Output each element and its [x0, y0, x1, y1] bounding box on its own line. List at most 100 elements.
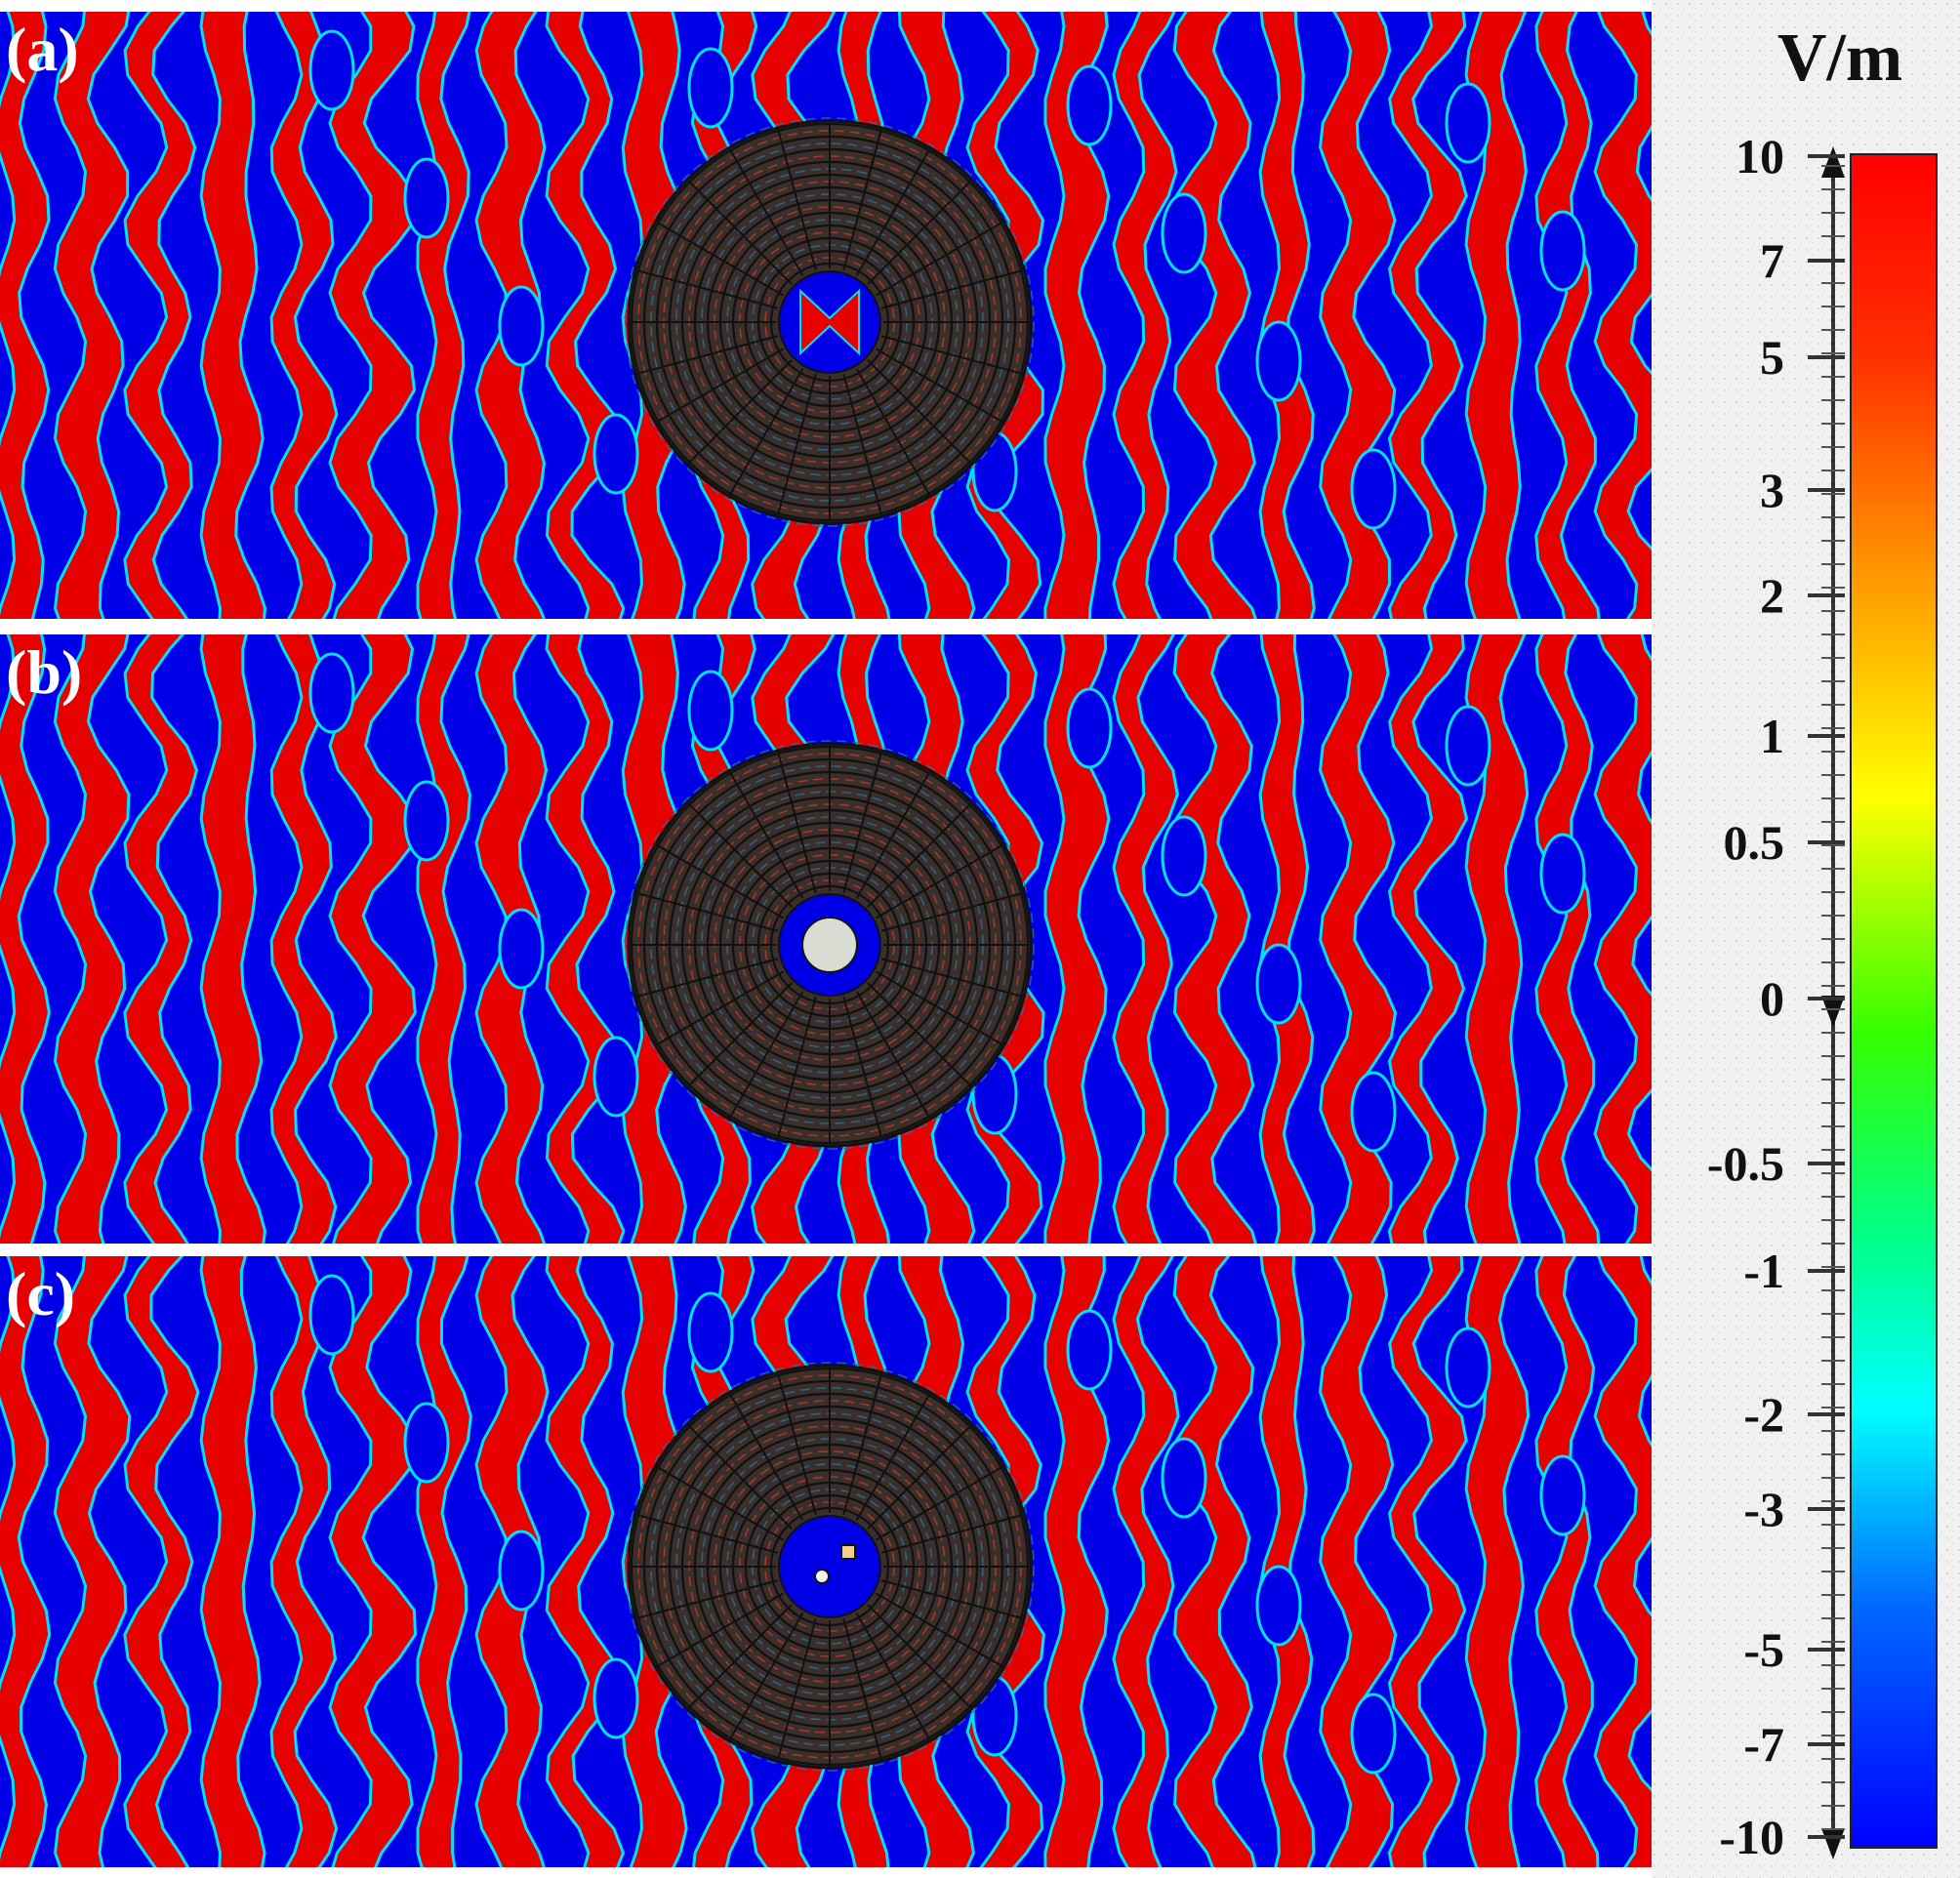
colorbar-tick-label: -7 [1743, 1717, 1784, 1772]
colorbar-tick-label: 2 [1760, 568, 1784, 623]
field-band [1043, 12, 1111, 623]
panel-separator [0, 619, 1652, 627]
field-band [545, 634, 626, 1245]
field-band [1318, 634, 1398, 1245]
field-blob [592, 1036, 639, 1118]
field-band [1387, 1256, 1468, 1867]
colorbar-tick-label: 0.5 [1724, 815, 1785, 870]
field-band [1258, 12, 1316, 623]
field-blob [1066, 687, 1113, 769]
field-band [1534, 1256, 1600, 1867]
center-particle [840, 1544, 856, 1560]
panel-c: (c) [0, 1256, 1652, 1867]
field-panels: (a) (b) (c) [0, 12, 1652, 1867]
colorbar: V/m 10 7 5 3 2 1 0.5 0 -0.5 -1 -2 -3 -5 -7 -10 [1707, 20, 1938, 1864]
field-band [1387, 12, 1468, 623]
field-band [53, 1256, 132, 1867]
colorbar-gradient [1850, 153, 1938, 1849]
field-band [1318, 12, 1397, 623]
colorbar-max-arrow-icon [1821, 146, 1845, 178]
field-band [1593, 12, 1652, 623]
field-blob [1445, 1327, 1491, 1408]
center-field-cross [799, 288, 860, 356]
field-blob [308, 652, 355, 734]
field-band [1112, 1256, 1180, 1867]
panel-b: (b) [0, 634, 1652, 1245]
field-blob [1161, 192, 1207, 274]
field-band [545, 1256, 626, 1867]
field-band [1258, 634, 1316, 1245]
center-particle [814, 1569, 830, 1584]
panel-separator [0, 1244, 1652, 1251]
center-object [801, 917, 858, 973]
field-band [123, 1256, 200, 1867]
field-band [1534, 12, 1602, 623]
field-blob [403, 780, 450, 862]
field-blob [1255, 320, 1302, 402]
field-blob [1539, 833, 1586, 915]
field-band [269, 1256, 339, 1867]
colorbar-tick-label: 0 [1760, 971, 1784, 1026]
field-blob [1066, 64, 1113, 146]
field-blob [403, 1402, 450, 1484]
colorbar-zero-arrow-icon [1821, 996, 1845, 1027]
field-blob [1539, 1454, 1586, 1536]
panel-label: (a) [6, 15, 79, 84]
field-band [199, 634, 267, 1245]
colorbar-tick-label: 5 [1760, 330, 1784, 385]
field-band [53, 634, 131, 1245]
colorbar-tick-label: 7 [1760, 233, 1784, 288]
colorbar-unit: V/m [1777, 20, 1902, 96]
field-blob [308, 1274, 355, 1356]
field-band [0, 12, 51, 623]
field-blob [498, 285, 545, 367]
field-band [1112, 12, 1178, 623]
panel-label: (b) [6, 637, 82, 707]
field-band [1258, 1256, 1316, 1867]
field-band [199, 1256, 266, 1867]
field-band [199, 12, 267, 623]
colorbar-tick-label: 1 [1760, 709, 1784, 763]
field-band [123, 634, 198, 1245]
colorbar-minor-ticks [1821, 165, 1845, 1830]
field-band [1464, 1256, 1531, 1867]
cloak-disk [625, 1362, 1035, 1772]
field-band [53, 12, 131, 623]
field-band [1593, 1256, 1652, 1867]
colorbar-tick-label: -10 [1719, 1810, 1784, 1864]
colorbar-tick-label: -1 [1743, 1244, 1784, 1298]
colorbar-ticks: 10 7 5 3 2 1 0.5 0 -0.5 -1 -2 -3 -5 -7 -10 [1707, 129, 1845, 1864]
colorbar-tick-label: 3 [1760, 463, 1784, 517]
field-band [1464, 634, 1530, 1245]
field-band [123, 12, 197, 623]
colorbar-tick-label: 10 [1735, 129, 1784, 184]
panel-a: (a) [0, 12, 1652, 623]
field-blob [687, 670, 734, 752]
field-blob [1255, 1565, 1302, 1647]
field-band [1464, 12, 1528, 623]
field-blob [498, 908, 545, 990]
field-blob [592, 1657, 639, 1739]
colorbar-tick-label: -2 [1743, 1387, 1784, 1442]
field-band [0, 634, 51, 1245]
field-blob [1350, 1071, 1397, 1153]
field-band [1534, 634, 1601, 1245]
field-blob [1161, 1437, 1207, 1519]
field-band [1043, 634, 1111, 1245]
field-blob [1161, 815, 1207, 897]
field-band [1043, 1256, 1111, 1867]
colorbar-tick-label: -3 [1743, 1482, 1784, 1536]
field-band [0, 1256, 52, 1867]
panel-label: (c) [6, 1259, 75, 1328]
field-blob [687, 47, 734, 129]
field-blob [1350, 1693, 1397, 1775]
field-band [1112, 634, 1179, 1245]
field-band [1593, 634, 1652, 1245]
field-blob [1350, 448, 1397, 530]
field-blob [592, 413, 639, 495]
field-band [269, 634, 338, 1245]
field-blob [1445, 705, 1491, 787]
field-band [269, 12, 339, 623]
colorbar-tick-label: -0.5 [1707, 1136, 1784, 1191]
field-blob [1255, 943, 1302, 1025]
